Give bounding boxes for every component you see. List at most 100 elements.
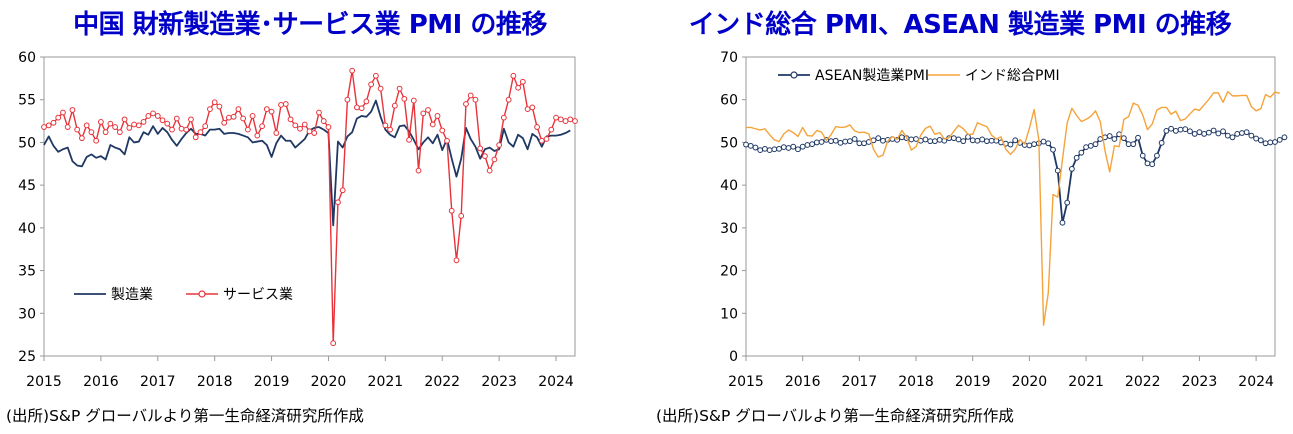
data-point [1201, 130, 1208, 137]
data-point [747, 142, 754, 149]
data-point [463, 101, 469, 107]
data-point [74, 126, 81, 133]
data-point [486, 167, 493, 174]
legend-label: ASEAN製造業PMI [815, 68, 929, 84]
data-point [50, 119, 57, 126]
data-point [282, 101, 289, 107]
data-point [221, 119, 228, 126]
data-point [1040, 138, 1047, 145]
data-point [93, 137, 100, 144]
legend-label: サービス業 [223, 287, 293, 303]
chart-title: インド総合 PMI、ASEAN 製造業 PMI の推移 [688, 10, 1232, 40]
data-point [1224, 132, 1231, 139]
data-point [1253, 135, 1260, 142]
data-point [567, 116, 574, 123]
x-tick-label: 2018 [898, 374, 934, 390]
data-point [1276, 136, 1283, 143]
data-point [785, 145, 792, 151]
data-point [183, 126, 190, 133]
data-point [832, 137, 839, 144]
data-point [439, 127, 446, 134]
data-point [913, 136, 919, 142]
data-point [45, 122, 52, 129]
plot-frame [745, 56, 1276, 357]
data-point [780, 144, 787, 151]
data-point [799, 143, 806, 150]
data-point [813, 139, 820, 146]
data-point [211, 99, 218, 106]
x-tick-label: 2019 [955, 374, 991, 390]
data-point [458, 213, 465, 219]
india-asean-pmi-panel: インド総合 PMI、ASEAN 製造業 PMI の推移 0 10 20 30 40 50 6… [650, 0, 1290, 434]
x-tick-label: 2023 [481, 374, 517, 390]
x-tick-label: 2015 [26, 374, 62, 390]
data-point [453, 257, 460, 264]
data-point [1154, 152, 1160, 159]
data-point [297, 125, 303, 132]
data-point [743, 141, 749, 148]
data-point [1229, 134, 1236, 141]
data-point [410, 97, 417, 104]
data-point [761, 145, 768, 152]
data-point [562, 118, 569, 124]
data-point [491, 156, 498, 163]
data-point [363, 98, 370, 105]
data-point [145, 113, 152, 119]
data-point [401, 95, 408, 102]
china-pmi-chart: 25 30 35 40 45 50 55 60 2015 2016 2017 2018 2019 2020… [18, 50, 578, 390]
data-point [1182, 126, 1189, 133]
data-point [112, 124, 119, 130]
data-point [102, 129, 109, 136]
data-point [1073, 154, 1080, 161]
data-point [856, 140, 863, 147]
data-point [131, 121, 137, 128]
data-point [335, 199, 341, 206]
data-point [1210, 127, 1217, 134]
data-point [268, 108, 275, 115]
x-tick-label: 2016 [785, 374, 821, 390]
data-point [757, 147, 764, 154]
data-point [69, 107, 76, 113]
legend-marker [198, 290, 206, 298]
legend-marker [790, 71, 798, 79]
x-tick-label: 2020 [311, 374, 347, 390]
data-point [173, 115, 180, 122]
data-point [809, 141, 816, 148]
y-tick-label: 50 [18, 135, 36, 151]
data-point [510, 72, 517, 79]
data-point [292, 122, 299, 129]
legend-label: インド総合PMI [965, 68, 1060, 84]
data-point [1281, 134, 1288, 141]
data-point [795, 146, 801, 153]
data-point [235, 106, 242, 113]
data-point [543, 136, 550, 142]
data-point [572, 118, 578, 124]
x-tick-label: 2022 [424, 374, 460, 390]
data-point [837, 139, 844, 146]
data-point [1139, 152, 1146, 159]
data-point [107, 120, 114, 127]
data-point [316, 109, 322, 116]
data-point [505, 96, 512, 103]
data-point [434, 113, 441, 119]
data-point [1149, 161, 1156, 168]
data-point [1007, 141, 1014, 148]
data-point [880, 137, 886, 144]
x-tick-label: 2019 [254, 374, 290, 390]
data-point [1031, 141, 1038, 148]
data-point [368, 81, 375, 88]
data-point [515, 84, 522, 91]
data-point [330, 340, 337, 347]
series-line [746, 90, 1280, 326]
data-point [154, 113, 161, 119]
data-point [325, 124, 332, 130]
data-point [377, 85, 384, 92]
x-tick-label: 2023 [1182, 374, 1218, 390]
data-point [1172, 128, 1179, 134]
x-tick-label: 2018 [197, 374, 233, 390]
china-pmi-panel: 中国 財新製造業･サービス業 PMI の推移 25 30 35 40 45 50 55 60 2… [0, 0, 640, 434]
data-point [126, 125, 133, 131]
data-point [1050, 146, 1056, 153]
data-point [1191, 130, 1198, 137]
india-asean-pmi-chart: 0 10 20 30 40 50 60 70 2015 2016 2017 2018 2019 2020 2… [720, 50, 1288, 390]
